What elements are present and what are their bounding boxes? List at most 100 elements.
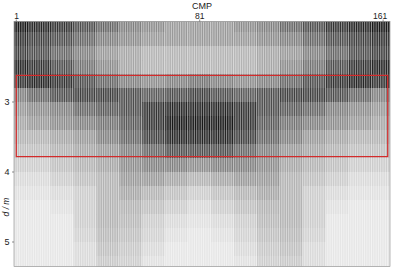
trace-gap	[222, 22, 223, 267]
plot-frame	[14, 22, 390, 267]
trace-gap	[132, 22, 133, 267]
cell	[303, 256, 326, 267]
trace-gap	[102, 22, 103, 267]
cell	[303, 46, 326, 60]
plot-area	[14, 22, 390, 267]
trace-gap	[150, 22, 151, 267]
trace-gap	[314, 22, 315, 267]
cell	[280, 242, 303, 256]
trace-gap	[371, 22, 372, 267]
trace-gap	[228, 22, 229, 267]
trace-gap	[307, 22, 308, 267]
trace-gap	[21, 22, 22, 267]
trace-gap	[247, 22, 248, 267]
trace-gap	[180, 22, 181, 267]
chart: CMP181161345d / m	[0, 0, 412, 267]
cell	[14, 228, 28, 242]
trace-texture	[15, 22, 390, 267]
cell	[303, 200, 326, 214]
trace-gap	[72, 22, 73, 267]
trace-gap	[373, 22, 374, 267]
trace-gap	[104, 22, 105, 267]
trace-gap	[226, 22, 227, 267]
trace-gap	[360, 22, 361, 267]
trace-gap	[113, 22, 114, 267]
trace-gap	[350, 22, 351, 267]
trace-gap	[279, 22, 280, 267]
trace-gap	[90, 22, 91, 267]
cell	[303, 116, 326, 130]
trace-gap	[281, 22, 282, 267]
trace-gap	[353, 22, 354, 267]
trace-gap	[325, 22, 326, 267]
trace-gap	[111, 22, 112, 267]
trace-gap	[261, 22, 262, 267]
trace-gap	[173, 22, 174, 267]
trace-gap	[31, 22, 32, 267]
trace-gap	[383, 22, 384, 267]
trace-gap	[93, 22, 94, 267]
trace-gap	[254, 22, 255, 267]
trace-gap	[51, 22, 52, 267]
trace-gap	[343, 22, 344, 267]
cell	[303, 228, 326, 242]
cell	[14, 214, 28, 228]
trace-gap	[249, 22, 250, 267]
trace-gap	[19, 22, 20, 267]
trace-gap	[295, 22, 296, 267]
trace-gap	[24, 22, 25, 267]
trace-gap	[217, 22, 218, 267]
trace-gap	[268, 22, 269, 267]
trace-gap	[70, 22, 71, 267]
trace-gap	[272, 22, 273, 267]
cell	[280, 214, 303, 228]
trace-gap	[84, 22, 85, 267]
trace-gap	[182, 22, 183, 267]
trace-gap	[362, 22, 363, 267]
trace-gap	[56, 22, 57, 267]
trace-gap	[148, 22, 149, 267]
y-axis-label: d / m	[1, 198, 11, 217]
trace-gap	[28, 22, 29, 267]
trace-gap	[109, 22, 110, 267]
trace-gap	[65, 22, 66, 267]
trace-gap	[116, 22, 117, 267]
cell	[303, 186, 326, 200]
cell	[303, 60, 326, 74]
cell	[14, 22, 28, 33]
cell	[303, 32, 326, 46]
trace-gap	[263, 22, 264, 267]
trace-gap	[369, 22, 370, 267]
trace-gap	[318, 22, 319, 267]
trace-gap	[155, 22, 156, 267]
trace-gap	[169, 22, 170, 267]
trace-gap	[251, 22, 252, 267]
trace-gap	[100, 22, 101, 267]
trace-gap	[224, 22, 225, 267]
y-tick	[12, 172, 14, 173]
trace-gap	[337, 22, 338, 267]
cell	[303, 214, 326, 228]
trace-gap	[256, 22, 257, 267]
trace-gap	[189, 22, 190, 267]
trace-gap	[203, 22, 204, 267]
trace-gap	[376, 22, 377, 267]
trace-gap	[54, 22, 55, 267]
trace-gap	[130, 22, 131, 267]
trace-gap	[58, 22, 59, 267]
trace-gap	[309, 22, 310, 267]
cell	[280, 116, 303, 130]
trace-gap	[332, 22, 333, 267]
trace-gap	[378, 22, 379, 267]
trace-gap	[334, 22, 335, 267]
trace-gap	[205, 22, 206, 267]
trace-gap	[385, 22, 386, 267]
cell	[303, 130, 326, 144]
trace-gap	[210, 22, 211, 267]
cell	[280, 102, 303, 116]
trace-gap	[162, 22, 163, 267]
trace-gap	[291, 22, 292, 267]
cell	[303, 172, 326, 186]
trace-gap	[311, 22, 312, 267]
trace-gap	[17, 22, 18, 267]
